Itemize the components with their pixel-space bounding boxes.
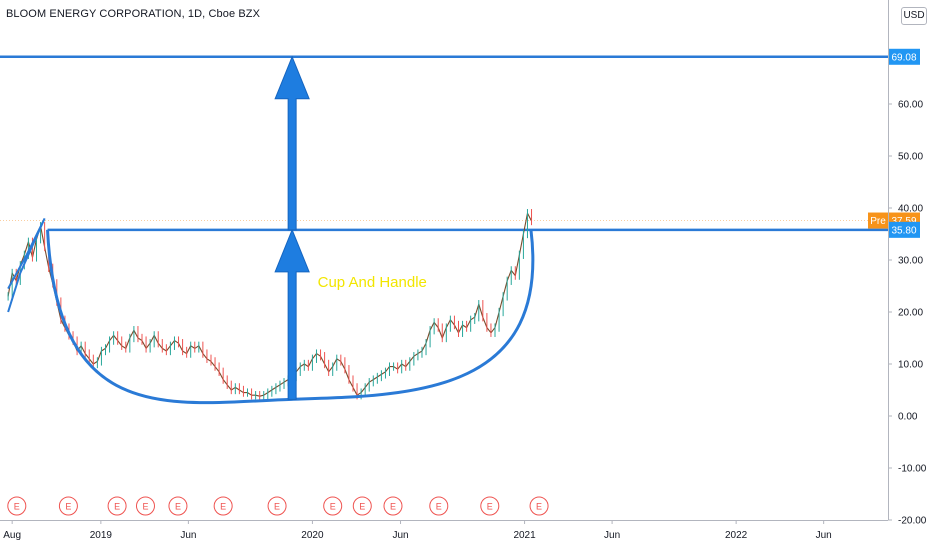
- earnings-marker: [267, 496, 287, 516]
- earnings-marker: [7, 496, 27, 516]
- earnings-marker: [429, 496, 449, 516]
- price-label-value: 69.08: [891, 52, 916, 63]
- earnings-marker: [58, 496, 78, 516]
- price-label-prefix: Pre: [870, 216, 886, 227]
- x-tick-label: 2019: [90, 530, 113, 541]
- x-tick-label: Aug: [3, 530, 21, 541]
- x-tick-label: Jun: [604, 530, 620, 541]
- earnings-marker: [480, 496, 500, 516]
- x-tick-label: Jun: [816, 530, 832, 541]
- earnings-marker-label: E: [487, 502, 493, 512]
- earnings-marker: [323, 496, 343, 516]
- earnings-marker-label: E: [359, 502, 365, 512]
- earnings-marker-label: E: [436, 502, 442, 512]
- price-label-value: 35.80: [891, 225, 916, 236]
- flag-pattern: [7, 217, 46, 313]
- y-tick-label: 50.00: [898, 152, 923, 163]
- target-arrow-upper: [274, 55, 310, 231]
- x-tick-label: 2020: [301, 530, 324, 541]
- price-label-bg: [889, 221, 920, 238]
- earnings-marker: [135, 496, 155, 516]
- y-tick-label: 20.00: [898, 308, 923, 319]
- earnings-marker-label: E: [142, 502, 148, 512]
- y-tick-label: 10.00: [898, 360, 923, 371]
- earnings-marker-label: E: [390, 502, 396, 512]
- y-tick-label: -20.00: [898, 516, 927, 527]
- earnings-marker-label: E: [220, 502, 226, 512]
- x-tick-label: 2022: [725, 530, 748, 541]
- x-tick-label: Jun: [180, 530, 196, 541]
- y-tick-label: 40.00: [898, 204, 923, 215]
- price-label-bg: [889, 48, 920, 65]
- earnings-marker: [107, 496, 127, 516]
- y-tick-label: -10.00: [898, 464, 927, 475]
- earnings-marker-label: E: [274, 502, 280, 512]
- y-tick-label: 30.00: [898, 256, 923, 267]
- earnings-marker: [529, 496, 549, 516]
- currency-button[interactable]: USD: [901, 7, 927, 25]
- y-tick-label: 60.00: [898, 100, 923, 111]
- x-tick-label: Jun: [392, 530, 408, 541]
- earnings-marker-label: E: [330, 502, 336, 512]
- earnings-marker-label: E: [65, 502, 71, 512]
- symbol-title: BLOOM ENERGY CORPORATION, 1D, Cboe BZX: [6, 8, 261, 20]
- earnings-marker: [213, 496, 233, 516]
- price-line: [7, 212, 532, 397]
- target-arrow-lower: [274, 228, 310, 400]
- earnings-marker: [168, 496, 188, 516]
- earnings-marker-label: E: [114, 502, 120, 512]
- earnings-marker-label: E: [536, 502, 542, 512]
- earnings-marker-label: E: [175, 502, 181, 512]
- earnings-marker-label: E: [14, 502, 20, 512]
- x-tick-label: 2021: [513, 530, 536, 541]
- earnings-marker: [383, 496, 403, 516]
- price-label-value: 37.59: [891, 216, 916, 227]
- y-tick-label: 0.00: [898, 412, 918, 423]
- price-label-prefix-bg: [868, 212, 888, 229]
- pattern-annotation: Cup And Handle: [318, 274, 427, 291]
- earnings-marker: [352, 496, 372, 516]
